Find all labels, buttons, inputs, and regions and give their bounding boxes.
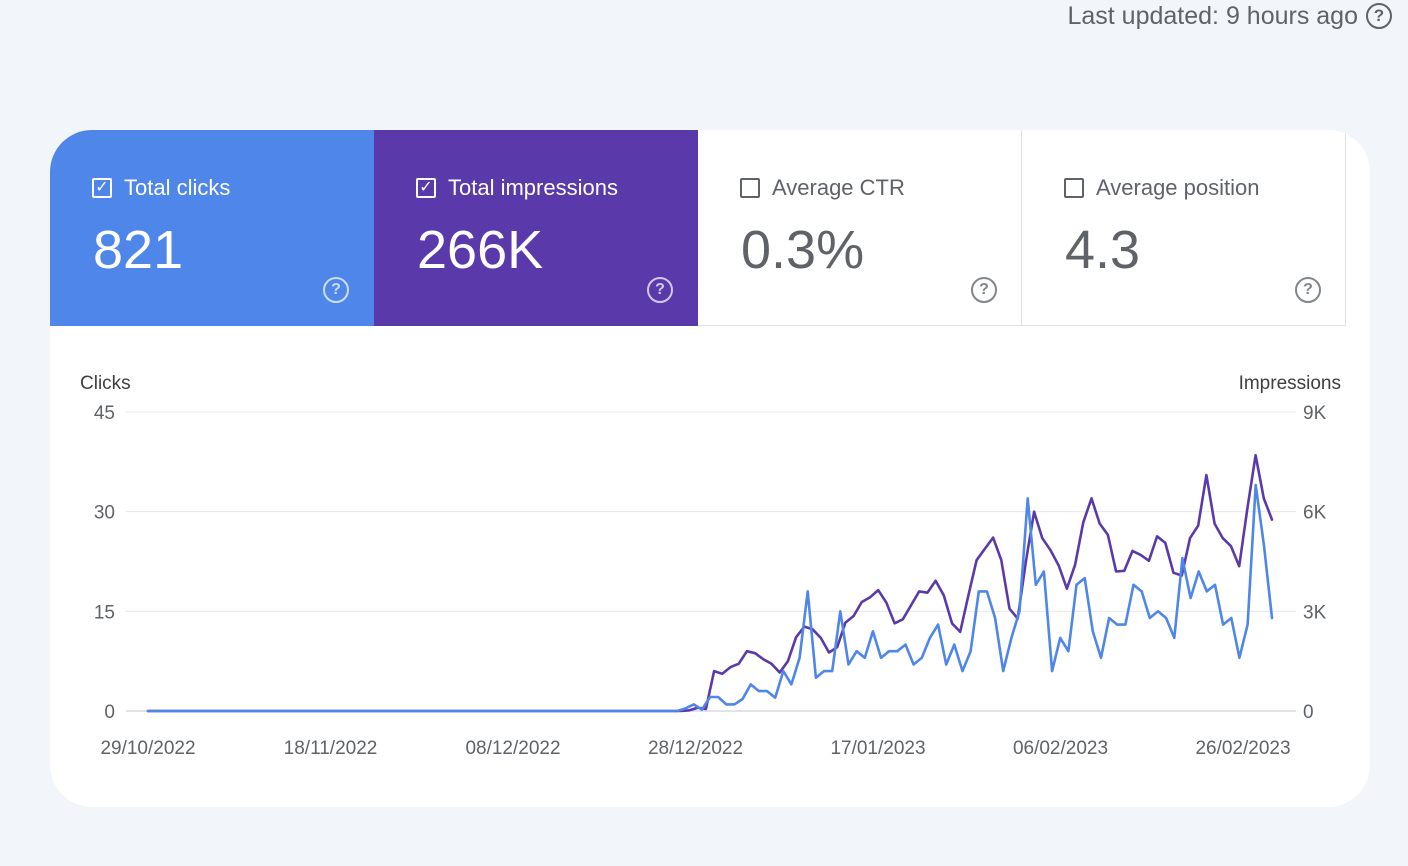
- left-tick-label: 45: [94, 403, 115, 424]
- right-tick-label: 0: [1303, 702, 1314, 723]
- x-axis-ticks: 29/10/2022 18/11/2022 08/12/2022 28/12/2022…: [100, 738, 1290, 759]
- performance-card: ✓ Total clicks 821 ? ✓ Total impressions…: [50, 130, 1370, 807]
- x-tick-label: 28/12/2022: [648, 738, 743, 759]
- last-updated-text: Last updated: 9 hours ago: [1067, 1, 1358, 30]
- total-impressions-tile[interactable]: ✓ Total impressions 266K ?: [374, 130, 698, 326]
- x-tick-label: 17/01/2023: [830, 738, 925, 759]
- help-icon[interactable]: ?: [323, 277, 349, 303]
- average-position-tile[interactable]: Average position 4.3 ?: [1022, 130, 1346, 326]
- tile-value: 266K: [417, 220, 544, 280]
- right-axis-title: Impressions: [1239, 373, 1341, 394]
- x-tick-label: 29/10/2022: [100, 738, 195, 759]
- x-tick-label: 08/12/2022: [465, 738, 560, 759]
- left-axis-title: Clicks: [80, 373, 131, 394]
- last-updated-status: Last updated: 9 hours ago ?: [1067, 0, 1392, 32]
- left-axis-ticks: 45 30 15 0: [94, 403, 115, 723]
- checkbox-unchecked-icon[interactable]: [1064, 178, 1084, 198]
- performance-chart[interactable]: Clicks Impressions 45 30 15 0 9K 6K 3K 0 29/10…: [50, 130, 1370, 807]
- x-tick-label: 06/02/2023: [1013, 738, 1108, 759]
- left-tick-label: 15: [94, 602, 115, 623]
- tile-label: Total impressions: [448, 175, 618, 200]
- chart-lines: [146, 453, 1274, 713]
- tile-label: Average CTR: [772, 175, 905, 200]
- chart-grid: [126, 411, 1296, 712]
- checkbox-unchecked-icon[interactable]: [740, 178, 760, 198]
- checkbox-checked-icon[interactable]: ✓: [416, 178, 436, 198]
- right-tick-label: 9K: [1303, 403, 1327, 424]
- help-icon[interactable]: ?: [1295, 277, 1321, 303]
- tile-value: 4.3: [1065, 220, 1141, 280]
- left-tick-label: 0: [104, 702, 115, 723]
- right-axis-ticks: 9K 6K 3K 0: [1303, 403, 1327, 723]
- tile-label: Total clicks: [124, 175, 231, 200]
- left-tick-label: 30: [94, 503, 115, 524]
- clicks-series-line: [146, 483, 1274, 713]
- right-tick-label: 6K: [1303, 503, 1327, 524]
- right-tick-label: 3K: [1303, 602, 1327, 623]
- metric-tiles: ✓ Total clicks 821 ? ✓ Total impressions…: [50, 130, 1346, 326]
- help-icon[interactable]: ?: [1366, 3, 1392, 29]
- total-clicks-tile[interactable]: ✓ Total clicks 821 ?: [50, 130, 374, 326]
- tile-value: 0.3%: [741, 220, 865, 280]
- help-icon[interactable]: ?: [971, 277, 997, 303]
- average-ctr-tile[interactable]: Average CTR 0.3% ?: [698, 130, 1022, 326]
- tile-value: 821: [93, 220, 184, 280]
- x-tick-label: 26/02/2023: [1195, 738, 1290, 759]
- impressions-series-line: [146, 453, 1274, 713]
- checkbox-checked-icon[interactable]: ✓: [92, 178, 112, 198]
- tile-label: Average position: [1096, 175, 1260, 200]
- x-tick-label: 18/11/2022: [284, 738, 378, 759]
- help-icon[interactable]: ?: [647, 277, 673, 303]
